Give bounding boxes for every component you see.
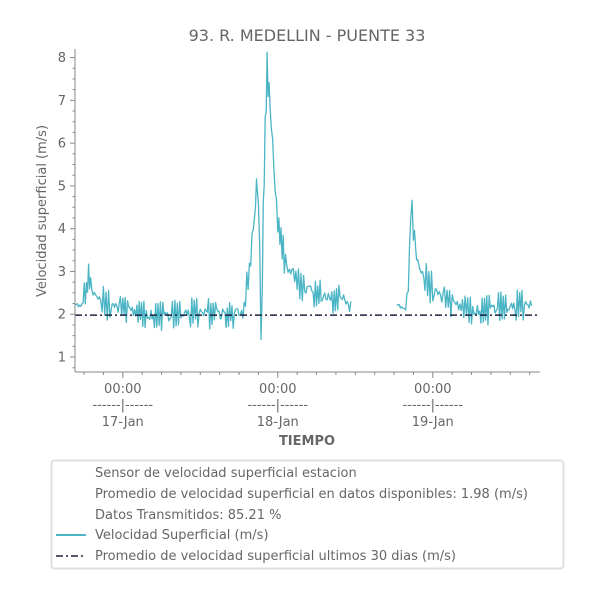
plot-area xyxy=(75,51,540,341)
legend-text-line: Datos Transmitidos: 85.21 % xyxy=(95,508,281,523)
velocity-series-line xyxy=(75,51,352,341)
x-tick-time: 00:00 xyxy=(104,382,141,397)
x-tick-time: 00:00 xyxy=(259,382,296,397)
x-tick-date: 18-Jan xyxy=(257,415,299,430)
y-tick-label: 1 xyxy=(58,351,66,366)
y-tick-label: 8 xyxy=(58,51,66,66)
legend-text-line: Sensor de velocidad superficial estacion xyxy=(95,466,357,481)
y-axis: 1 2 3 4 5 6 7 8 xyxy=(58,49,76,372)
x-tick-date: 17-Jan xyxy=(102,415,144,430)
velocity-series-line xyxy=(396,199,533,326)
legend: Sensor de velocidad superficial estacion… xyxy=(50,459,565,570)
x-axis-title: TIEMPO xyxy=(279,434,335,449)
legend-text-line: Promedio de velocidad superficial en dat… xyxy=(95,487,528,502)
legend-box xyxy=(50,459,565,570)
legend-series-label: Velocidad Superficial (m/s) xyxy=(95,528,269,543)
y-tick-label: 6 xyxy=(58,137,66,152)
x-tick-separator: ------|------ xyxy=(402,398,463,413)
x-tick-separator: ------|------ xyxy=(247,398,308,413)
x-axis: 00:00------|------17-Jan00:00------|----… xyxy=(75,371,540,430)
chart-title: 93. R. MEDELLIN - PUENTE 33 xyxy=(189,26,426,45)
y-tick-label: 5 xyxy=(58,179,66,194)
x-tick-time: 00:00 xyxy=(414,382,451,397)
legend-series-label: Promedio de velocidad superficial ultimo… xyxy=(95,549,456,564)
y-tick-label: 4 xyxy=(58,222,66,237)
y-tick-label: 7 xyxy=(58,94,66,109)
x-tick-separator: ------|------ xyxy=(92,398,153,413)
y-tick-label: 3 xyxy=(58,265,66,280)
x-tick-date: 19-Jan xyxy=(412,415,454,430)
y-axis-title: Velocidad superficial (m/s) xyxy=(35,125,50,297)
y-tick-label: 2 xyxy=(58,308,66,323)
